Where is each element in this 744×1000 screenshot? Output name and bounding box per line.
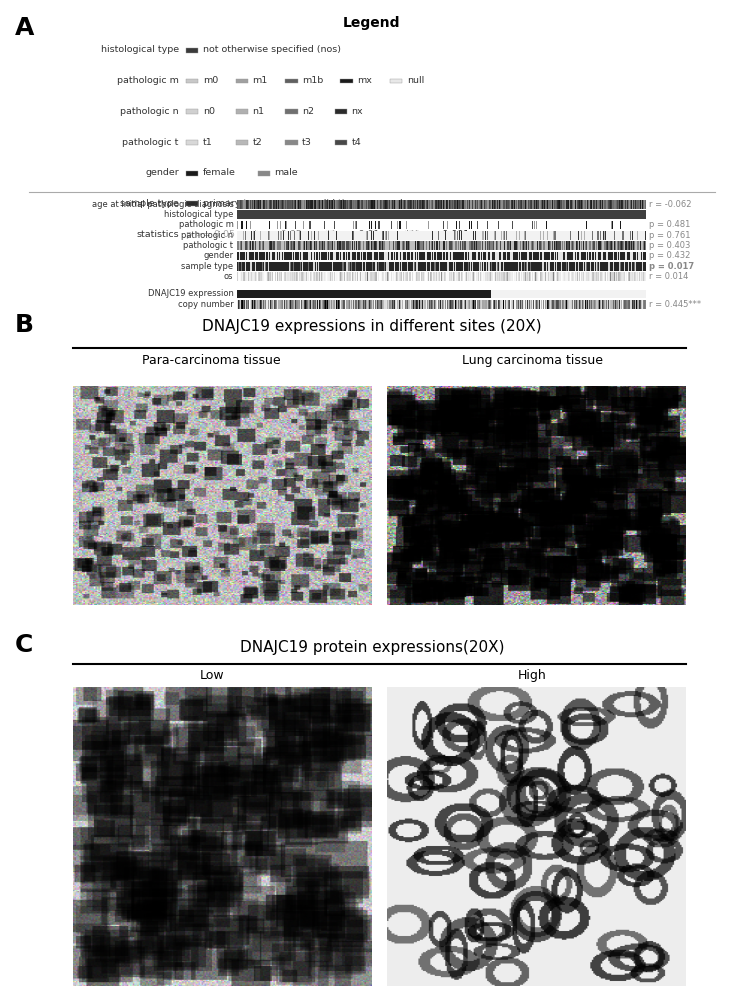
Text: t1: t1 bbox=[203, 138, 213, 147]
Text: pathologic m: pathologic m bbox=[117, 76, 179, 85]
Text: t3: t3 bbox=[302, 138, 312, 147]
FancyBboxPatch shape bbox=[285, 79, 298, 83]
Text: histological type: histological type bbox=[164, 210, 234, 219]
Text: m1b: m1b bbox=[302, 76, 323, 85]
Text: os: os bbox=[224, 272, 234, 281]
Text: copy number: copy number bbox=[178, 300, 234, 309]
Text: pathologic t: pathologic t bbox=[184, 241, 234, 250]
Text: pathologic t: pathologic t bbox=[123, 138, 179, 147]
Text: ** p < 0.01: ** p < 0.01 bbox=[326, 230, 379, 239]
Text: B: B bbox=[15, 313, 33, 337]
FancyBboxPatch shape bbox=[186, 79, 199, 83]
Text: DNAJC19 protein expressions(20X): DNAJC19 protein expressions(20X) bbox=[240, 640, 504, 655]
Text: sample type: sample type bbox=[120, 199, 179, 208]
FancyBboxPatch shape bbox=[236, 79, 248, 83]
Text: Para-carcinoma tissue: Para-carcinoma tissue bbox=[142, 354, 281, 367]
Text: female: female bbox=[203, 168, 236, 177]
Text: age at initial pathologic diagnosis: age at initial pathologic diagnosis bbox=[92, 200, 234, 209]
Text: not otherwise specified (nos): not otherwise specified (nos) bbox=[203, 45, 341, 54]
FancyBboxPatch shape bbox=[236, 140, 248, 145]
Text: r = -0.062: r = -0.062 bbox=[649, 200, 692, 209]
Text: High: High bbox=[518, 669, 547, 682]
Text: p = 0.481: p = 0.481 bbox=[649, 220, 690, 229]
Text: pathologic n: pathologic n bbox=[182, 231, 234, 240]
Text: n2: n2 bbox=[302, 107, 314, 116]
Text: DNAJC19 expressions in different sites (20X): DNAJC19 expressions in different sites (… bbox=[202, 319, 542, 334]
Text: sample type: sample type bbox=[182, 262, 234, 271]
Text: n1: n1 bbox=[252, 107, 264, 116]
FancyBboxPatch shape bbox=[186, 140, 199, 145]
Text: primary tumor: primary tumor bbox=[203, 199, 272, 208]
FancyBboxPatch shape bbox=[390, 79, 403, 83]
FancyBboxPatch shape bbox=[296, 201, 308, 206]
FancyBboxPatch shape bbox=[186, 171, 199, 176]
Text: gender: gender bbox=[145, 168, 179, 177]
Text: histological type: histological type bbox=[100, 45, 179, 54]
Text: m0: m0 bbox=[203, 76, 218, 85]
FancyBboxPatch shape bbox=[186, 109, 199, 114]
Text: male: male bbox=[275, 168, 298, 177]
Text: Lung carcinoma tissue: Lung carcinoma tissue bbox=[462, 354, 603, 367]
Text: A: A bbox=[15, 16, 34, 40]
FancyBboxPatch shape bbox=[285, 109, 298, 114]
Text: pathologic n: pathologic n bbox=[121, 107, 179, 116]
FancyBboxPatch shape bbox=[186, 201, 199, 206]
FancyBboxPatch shape bbox=[335, 109, 347, 114]
Text: pathologic m: pathologic m bbox=[179, 220, 234, 229]
Text: C: C bbox=[15, 633, 33, 657]
FancyBboxPatch shape bbox=[236, 109, 248, 114]
Text: n0: n0 bbox=[203, 107, 215, 116]
Text: r = 0.445***: r = 0.445*** bbox=[649, 300, 701, 309]
Text: DNAJC19 expression: DNAJC19 expression bbox=[147, 289, 234, 298]
Text: statistics: statistics bbox=[136, 230, 179, 239]
Text: p = 0.017: p = 0.017 bbox=[649, 262, 694, 271]
FancyBboxPatch shape bbox=[335, 140, 347, 145]
FancyBboxPatch shape bbox=[257, 171, 270, 176]
FancyBboxPatch shape bbox=[285, 140, 298, 145]
Text: Low: Low bbox=[199, 669, 224, 682]
Text: solid tissue normal: solid tissue normal bbox=[312, 199, 403, 208]
Text: mx: mx bbox=[357, 76, 372, 85]
Text: null: null bbox=[407, 76, 424, 85]
FancyBboxPatch shape bbox=[186, 48, 199, 53]
Text: p = 0.761: p = 0.761 bbox=[649, 231, 690, 240]
Text: p = 0.403: p = 0.403 bbox=[649, 241, 690, 250]
Text: r = 0.014: r = 0.014 bbox=[649, 272, 688, 281]
Text: nx: nx bbox=[352, 107, 363, 116]
FancyBboxPatch shape bbox=[340, 79, 353, 83]
Text: *** p < 0.001: *** p < 0.001 bbox=[405, 230, 469, 239]
Text: gender: gender bbox=[203, 251, 234, 260]
Text: p = 0.432: p = 0.432 bbox=[649, 251, 690, 260]
Text: p >= 0.05: p >= 0.05 bbox=[186, 230, 235, 239]
Text: Legend: Legend bbox=[343, 16, 401, 30]
Text: t2: t2 bbox=[252, 138, 262, 147]
Text: t4: t4 bbox=[352, 138, 362, 147]
Text: m1: m1 bbox=[252, 76, 268, 85]
Text: * p < 0.05: * p < 0.05 bbox=[253, 230, 302, 239]
